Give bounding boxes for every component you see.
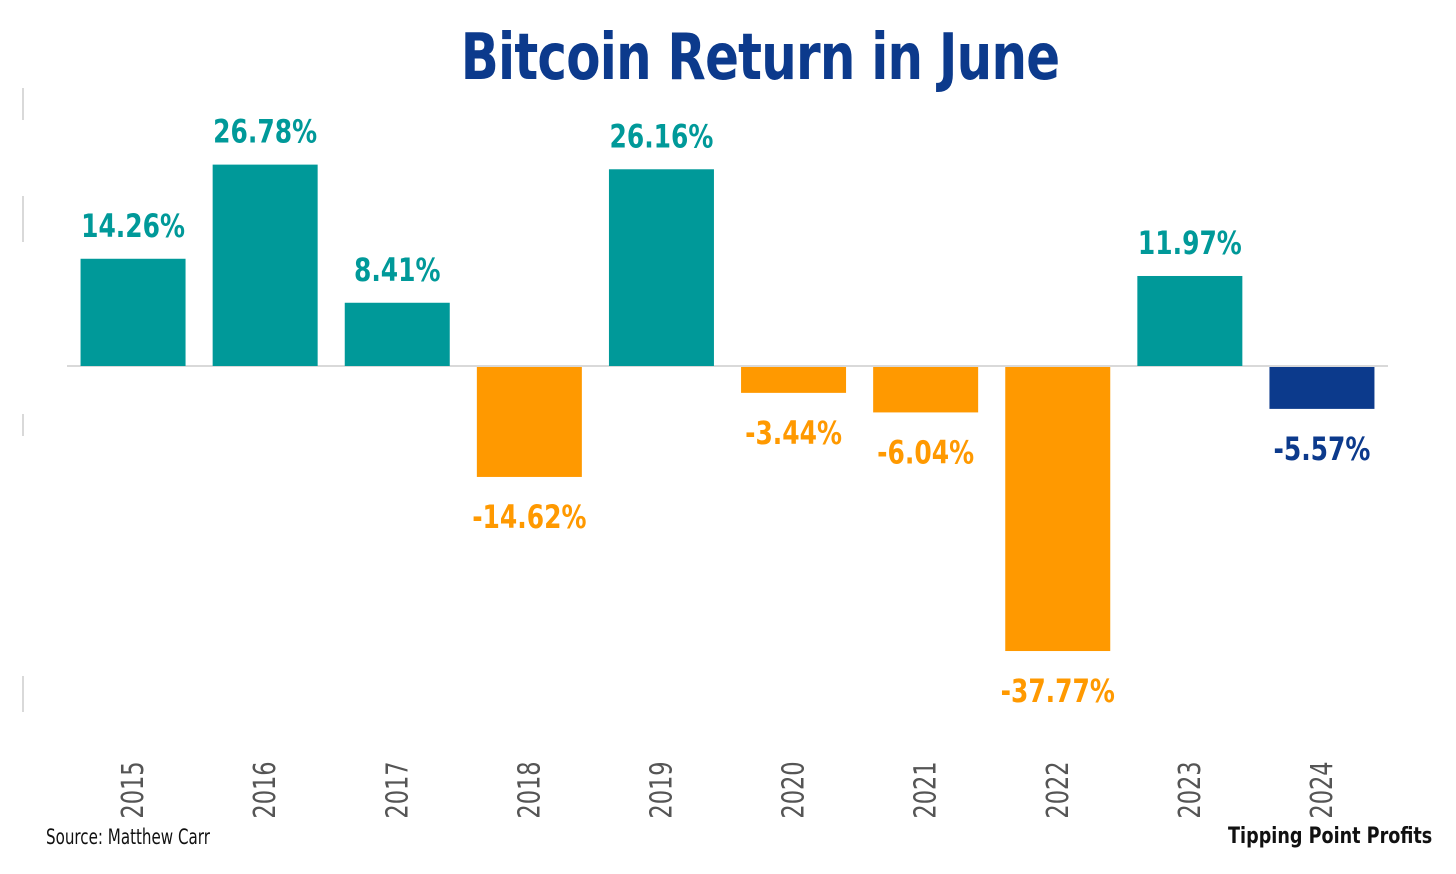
bar-2018 [476, 367, 582, 477]
brand-name: Tipping Point Profits [1227, 824, 1432, 849]
x-tick-label-2023: 2023 [1173, 761, 1208, 818]
left-edge-mark-lower [22, 414, 24, 436]
chart-title: Bitcoin Return in June [460, 21, 1060, 95]
x-tick-label-2020: 2020 [776, 761, 811, 818]
data-label-2024: -5.57% [1273, 430, 1370, 468]
left-edge-mark-upper [22, 196, 24, 242]
data-label-2015: 14.26% [81, 207, 185, 245]
bar-2020 [741, 367, 847, 393]
x-tick-label-2021: 2021 [908, 761, 943, 818]
x-tick-label-2024: 2024 [1305, 761, 1340, 818]
data-label-2023: 11.97% [1138, 224, 1242, 262]
left-edge-mark-top [22, 88, 24, 120]
data-label-2016: 26.78% [213, 113, 317, 151]
data-label-2019: 26.16% [609, 117, 713, 155]
bar-2017 [344, 302, 450, 366]
left-edge-mark-bottom [22, 676, 24, 712]
bar-2023 [1137, 275, 1243, 366]
x-tick-label-2018: 2018 [512, 761, 547, 818]
bar-2016 [212, 164, 318, 366]
bar-2019 [608, 169, 714, 366]
bar-2024 [1269, 367, 1375, 409]
bars-group [80, 164, 1375, 652]
bar-2015 [80, 258, 186, 366]
x-tick-label-2022: 2022 [1041, 761, 1076, 818]
data-label-2022: -37.77% [1001, 672, 1115, 710]
x-tick-label-2016: 2016 [248, 761, 283, 818]
data-label-2017: 8.41% [354, 251, 441, 289]
data-labels-group: 14.26% 26.78% 8.41% -14.62% 26.16% -3.44% -6.0… [81, 113, 1370, 710]
x-tick-label-2019: 2019 [644, 761, 679, 818]
data-label-2020: -3.44% [745, 414, 842, 452]
bar-2021 [873, 367, 979, 413]
data-label-2018: -14.62% [472, 498, 586, 536]
source-note: Source: Matthew Carr [46, 825, 210, 849]
x-tick-label-2017: 2017 [380, 761, 415, 818]
x-tick-label-2015: 2015 [116, 761, 151, 818]
data-label-2021: -6.04% [877, 433, 974, 471]
bar-2022 [1005, 367, 1111, 652]
x-tick-labels-group: 2015 2016 2017 2018 2019 2020 2021 2022 2023 2024 [116, 761, 1340, 818]
